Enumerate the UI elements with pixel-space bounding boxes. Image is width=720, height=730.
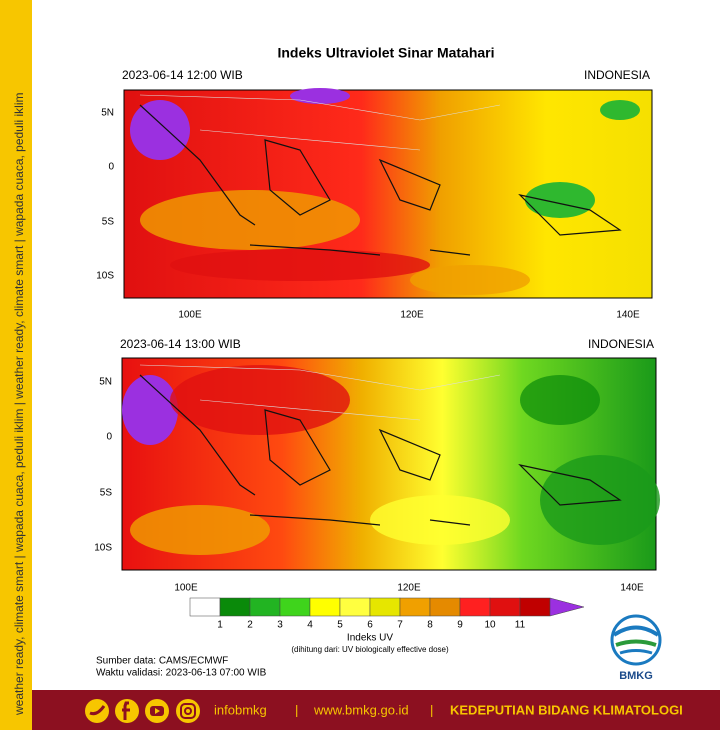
y-label: 5N: [101, 108, 114, 119]
colorbar-label: 8: [427, 620, 433, 631]
footer-handle: infobmkg: [214, 702, 267, 717]
colorbar-label: 2: [247, 620, 253, 631]
panel-date: 2023-06-14 13:00 WIB: [120, 337, 241, 351]
colorbar-label: 5: [337, 620, 343, 631]
y-label: 10S: [94, 543, 112, 554]
y-label: 5N: [99, 377, 112, 388]
x-label: 140E: [620, 583, 644, 594]
panel-region: INDONESIA: [584, 68, 650, 82]
colorbar-segment: [339, 597, 371, 617]
footer-separator: |: [430, 702, 433, 717]
panel-date: 2023-06-14 12:00 WIB: [122, 68, 243, 82]
y-label: 0: [108, 162, 114, 173]
x-label: 120E: [397, 583, 421, 594]
uv-map: [123, 88, 653, 299]
colorbar-label: 10: [484, 620, 496, 631]
y-label: 0: [106, 432, 112, 443]
x-label: 100E: [174, 583, 198, 594]
colorbar-segment: [459, 597, 491, 617]
colorbar-segment: [519, 597, 551, 617]
source: Sumber data: CAMS/ECMWF: [96, 656, 228, 667]
y-label: 5S: [102, 217, 115, 228]
colorbar-segment: [399, 597, 431, 617]
colorbar-segment: [429, 597, 461, 617]
footer-separator: |: [295, 702, 298, 717]
colorbar-segment: [249, 597, 281, 617]
x-label: 120E: [400, 310, 424, 321]
colorbar-label: 7: [397, 620, 403, 631]
colorbar-arrow: [549, 597, 585, 617]
colorbar-label: 11: [515, 620, 526, 631]
colorbar-label: 4: [307, 620, 313, 631]
validity: Waktu validasi: 2023-06-13 07:00 WIB: [96, 668, 267, 679]
legend-title: Indeks UV: [347, 633, 393, 644]
y-label: 5S: [100, 488, 113, 499]
colorbar-segment: [219, 597, 251, 617]
side-text: weather ready, climate smart | wapada cu…: [12, 92, 26, 716]
side-strip: [0, 0, 32, 730]
logo-text: BMKG: [619, 670, 653, 682]
x-label: 100E: [178, 310, 202, 321]
panel-region: INDONESIA: [588, 337, 654, 351]
title: Indeks Ultraviolet Sinar Matahari: [277, 45, 494, 61]
colorbar: 1 2 3 4 5 6 7 8 9 10 11: [189, 597, 585, 631]
social-icons: [85, 699, 200, 723]
footer-website: www.bmkg.go.id: [313, 702, 409, 717]
colorbar-segment: [189, 597, 221, 617]
colorbar-segment: [489, 597, 521, 617]
colorbar-segment: [309, 597, 341, 617]
colorbar-label: 6: [367, 620, 373, 631]
colorbar-segment: [369, 597, 401, 617]
colorbar-label: 9: [457, 620, 463, 631]
bmkg-logo: [610, 614, 662, 666]
footer-department: KEDEPUTIAN BIDANG KLIMATOLOGI: [450, 702, 683, 717]
colorbar-label: 3: [277, 620, 283, 631]
x-label: 140E: [616, 310, 640, 321]
colorbar-segment: [279, 597, 311, 617]
y-label: 10S: [96, 271, 114, 282]
legend-note: (dihitung dari: UV biologically effectiv…: [291, 645, 449, 654]
colorbar-label: 1: [217, 620, 223, 631]
uv-map: [121, 357, 660, 571]
